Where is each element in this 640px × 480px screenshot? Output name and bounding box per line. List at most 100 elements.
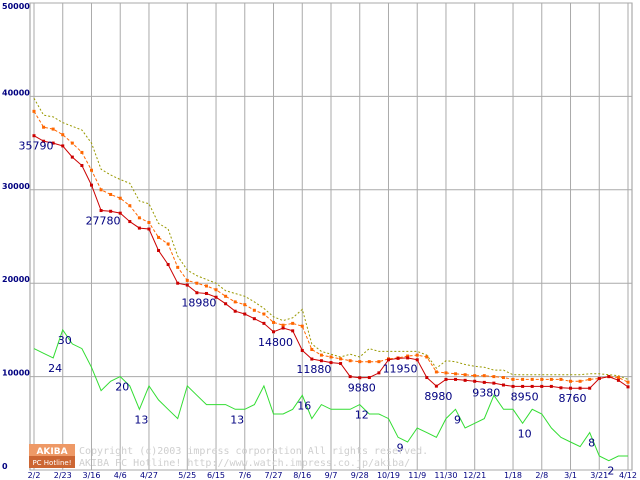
data-point (70, 141, 74, 145)
akiba-logo: AKIBA PC Hotline! (29, 444, 75, 468)
x-tick-label: 6/15 (207, 471, 225, 480)
data-label: 13 (134, 413, 148, 426)
data-point (319, 359, 323, 363)
data-point (137, 226, 141, 230)
x-tick-label: 2/8 (535, 471, 548, 480)
data-label: 24 (48, 362, 62, 375)
x-tick-label: 2/2 (28, 471, 41, 480)
data-label: 16 (297, 399, 311, 412)
data-point (262, 312, 266, 316)
series-group (32, 98, 630, 462)
data-point (118, 196, 122, 200)
data-point (454, 372, 458, 376)
data-point (578, 379, 582, 383)
logo-top-text: AKIBA (36, 447, 67, 457)
y-axis: 0 10000 20000 30000 40000 50000 (2, 2, 30, 471)
x-tick-label: 9/28 (351, 471, 369, 480)
x-tick-label: 8/16 (293, 471, 311, 480)
data-point (549, 384, 553, 388)
data-point (42, 125, 46, 129)
data-point (329, 355, 333, 359)
data-point (569, 379, 573, 383)
data-point (415, 358, 419, 362)
data-point (348, 359, 352, 363)
x-tick-label: 4/27 (140, 471, 158, 480)
data-point (70, 155, 74, 159)
y-tick-label: 40000 (2, 88, 30, 97)
data-point (300, 324, 304, 328)
data-point (329, 361, 333, 365)
x-tick-label: 11/30 (434, 471, 457, 480)
data-label: 11880 (296, 363, 331, 376)
data-point (588, 386, 592, 390)
data-point (511, 377, 515, 381)
copyright-line-1: Copyright (c)2003 impress corporation Al… (79, 446, 428, 457)
data-point (61, 133, 65, 137)
y-tick-label: 20000 (2, 275, 30, 284)
data-point (406, 354, 410, 358)
y-tick-label: 50000 (2, 2, 30, 11)
data-point (262, 321, 266, 325)
x-tick-label: 12/21 (463, 471, 486, 480)
data-point (434, 384, 438, 388)
data-label: 30 (58, 334, 72, 347)
data-label: 20 (115, 381, 129, 394)
data-point (492, 375, 496, 379)
data-point (252, 308, 256, 312)
logo-bottom-box (29, 456, 75, 468)
data-point (128, 220, 132, 224)
data-point (80, 164, 84, 168)
data-point (386, 358, 390, 362)
data-point (89, 168, 93, 172)
data-point (626, 380, 630, 384)
data-point (578, 386, 582, 390)
data-point (530, 384, 534, 388)
data-point (425, 355, 429, 359)
data-label: 8950 (511, 390, 539, 403)
data-point (549, 377, 553, 381)
data-point (530, 377, 534, 381)
data-point (559, 386, 563, 390)
grid (30, 2, 632, 471)
data-label: 35790 (19, 140, 54, 153)
data-point (348, 375, 352, 379)
x-tick-label: 3/1 (564, 471, 577, 480)
data-point (473, 374, 477, 378)
data-point (339, 362, 343, 366)
data-point (291, 321, 295, 325)
data-point (42, 139, 46, 143)
data-point (425, 376, 429, 380)
data-point (463, 378, 467, 382)
data-point (358, 360, 362, 364)
data-point (272, 320, 276, 324)
data-point (626, 385, 630, 389)
data-point (118, 211, 122, 215)
data-point (521, 384, 525, 388)
data-point (540, 377, 544, 381)
data-point (176, 265, 180, 269)
data-point (109, 209, 113, 213)
data-point (281, 326, 285, 330)
data-label: 2 (607, 465, 614, 478)
data-point (588, 377, 592, 381)
data-point (214, 288, 218, 292)
data-point (99, 188, 103, 192)
data-point (51, 127, 55, 131)
data-point (99, 209, 103, 213)
x-tick-label: 1/18 (504, 471, 522, 480)
data-point (233, 300, 237, 304)
data-point (185, 278, 189, 282)
data-point (482, 374, 486, 378)
data-point (482, 380, 486, 384)
x-tick-label: 9/7 (325, 471, 338, 480)
data-point (61, 144, 65, 148)
data-point (281, 323, 285, 327)
data-point (319, 353, 323, 357)
x-tick-label: 4/12 (619, 471, 637, 480)
data-point (444, 371, 448, 375)
x-tick-label: 11/9 (408, 471, 426, 480)
data-point (51, 141, 55, 145)
x-tick-label: 2/23 (54, 471, 72, 480)
data-point (339, 357, 343, 361)
